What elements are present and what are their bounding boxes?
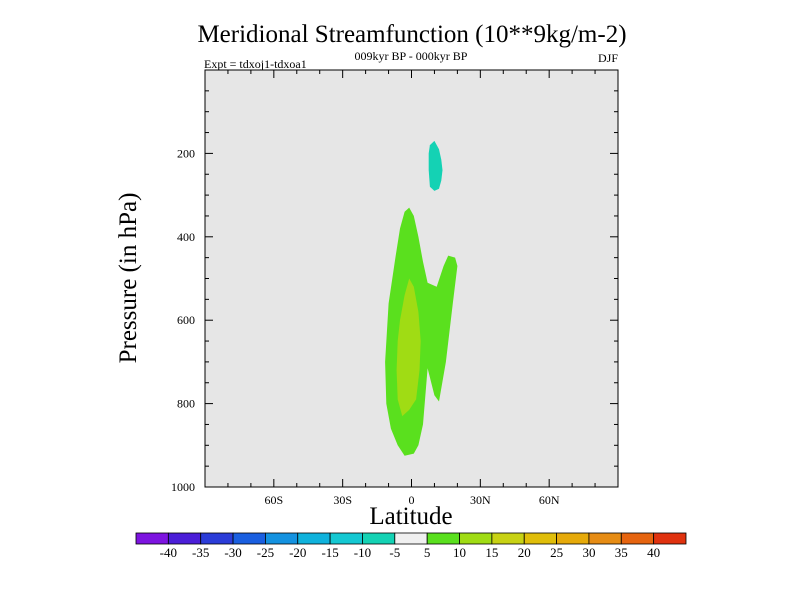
contour-layer: [385, 140, 458, 456]
colorbar-swatch: [426, 532, 460, 545]
colorbar: -40 -35 -30 -25 -20 -15 -10 -5 5 10 15 20 25 30 35 40: [135, 532, 687, 560]
colorbar-label: -20: [289, 545, 306, 560]
colorbar-swatch: [297, 532, 331, 545]
colorbar-label: -35: [192, 545, 209, 560]
colorbar-swatch: [556, 532, 590, 545]
y-tick-label: 400: [177, 230, 195, 244]
experiment-label: Expt = tdxoj1-tdxoa1: [204, 57, 307, 71]
colorbar-swatch: [459, 532, 493, 545]
colorbar-swatch: [653, 532, 687, 545]
colorbar-swatch: [588, 532, 622, 545]
colorbar-label: 10: [453, 545, 466, 560]
colorbar-swatch: [491, 532, 525, 545]
colorbar-label: 15: [485, 545, 498, 560]
colorbar-label: -10: [354, 545, 371, 560]
colorbar-swatch: [620, 532, 655, 545]
colorbar-label: -25: [257, 545, 274, 560]
contour-region-10-to-15: [396, 278, 421, 417]
colorbar-swatch: [135, 532, 169, 545]
colorbar-swatch: [362, 532, 396, 545]
x-axis-label: Latitude: [369, 503, 452, 530]
colorbar-label: 20: [518, 545, 531, 560]
colorbar-label: -40: [160, 545, 177, 560]
colorbar-label: -15: [321, 545, 338, 560]
colorbar-swatch: [265, 532, 299, 545]
axis-ticks: [205, 70, 618, 488]
colorbar-label: -30: [224, 545, 241, 560]
colorbar-label: 40: [647, 545, 660, 560]
colorbar-swatch: [167, 532, 202, 545]
x-tick-label: 0: [409, 493, 415, 507]
colorbar-swatch: [329, 532, 363, 545]
y-tick-label: 1000: [171, 480, 195, 494]
colorbar-label: -5: [389, 545, 400, 560]
colorbar-label: 30: [582, 545, 595, 560]
axis-tick-labels: 60S 30S 0 30N 60N 200 400 600 800 1000: [171, 146, 560, 507]
contour-region--10-to--5: [428, 140, 443, 191]
x-tick-label: 30N: [470, 493, 491, 507]
season-label: DJF: [598, 51, 618, 65]
colorbar-swatch: [200, 532, 234, 545]
x-tick-label: 60S: [264, 493, 283, 507]
y-axis-label: Pressure (in hPa): [115, 193, 142, 364]
colorbar-label: 35: [615, 545, 628, 560]
chart-subtitle: 009kyr BP - 000kyr BP: [355, 49, 468, 63]
colorbar-swatch: [394, 532, 428, 545]
x-tick-label: 30S: [333, 493, 352, 507]
colorbar-swatch: [232, 532, 266, 545]
y-tick-label: 800: [177, 397, 195, 411]
chart-title: Meridional Streamfunction (10**9kg/m-2): [197, 21, 626, 48]
colorbar-label: 5: [424, 545, 431, 560]
y-tick-label: 600: [177, 313, 195, 327]
y-tick-label: 200: [177, 146, 195, 160]
colorbar-swatch: [523, 532, 557, 545]
colorbar-label: 25: [550, 545, 563, 560]
x-tick-label: 60N: [539, 493, 560, 507]
